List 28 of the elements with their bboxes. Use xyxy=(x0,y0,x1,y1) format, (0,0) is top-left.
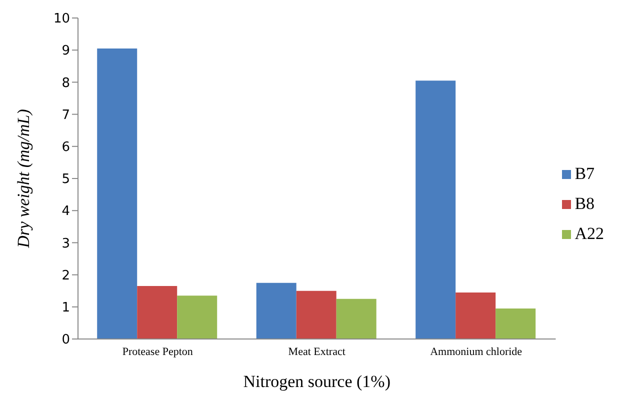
y-tick-label: 6 xyxy=(62,140,70,156)
x-tick-label: Meat Extract xyxy=(288,346,346,358)
bar xyxy=(296,290,336,339)
x-tick-label: Ammonium chloride xyxy=(430,346,522,358)
bar xyxy=(177,296,218,339)
x-axis-title: Nitrogen source (1%) xyxy=(243,372,390,391)
bar xyxy=(336,298,376,339)
bar xyxy=(256,282,296,339)
y-tick-label: 5 xyxy=(62,172,70,188)
bar xyxy=(97,48,138,339)
legend-label: A22 xyxy=(574,224,604,242)
y-tick-label: 1 xyxy=(62,300,70,316)
y-tick-label: 3 xyxy=(62,236,70,252)
y-tick-label: 7 xyxy=(62,108,70,123)
legend-label: B8 xyxy=(574,194,595,212)
bar xyxy=(137,286,178,339)
y-tick-label: 4 xyxy=(62,204,70,220)
y-tick-label: 10 xyxy=(53,12,70,27)
bar xyxy=(416,80,456,339)
x-tick-label: Protease Pepton xyxy=(122,346,194,358)
bar xyxy=(456,292,496,339)
y-tick-label: 0 xyxy=(62,332,70,348)
y-tick-label: 9 xyxy=(62,44,70,59)
bar xyxy=(496,308,536,339)
legend-label: B7 xyxy=(574,164,595,182)
y-tick-label: 2 xyxy=(62,268,70,284)
y-axis-title: Dry weight (mg/mL) xyxy=(14,108,34,249)
y-tick-label: 8 xyxy=(62,76,70,91)
